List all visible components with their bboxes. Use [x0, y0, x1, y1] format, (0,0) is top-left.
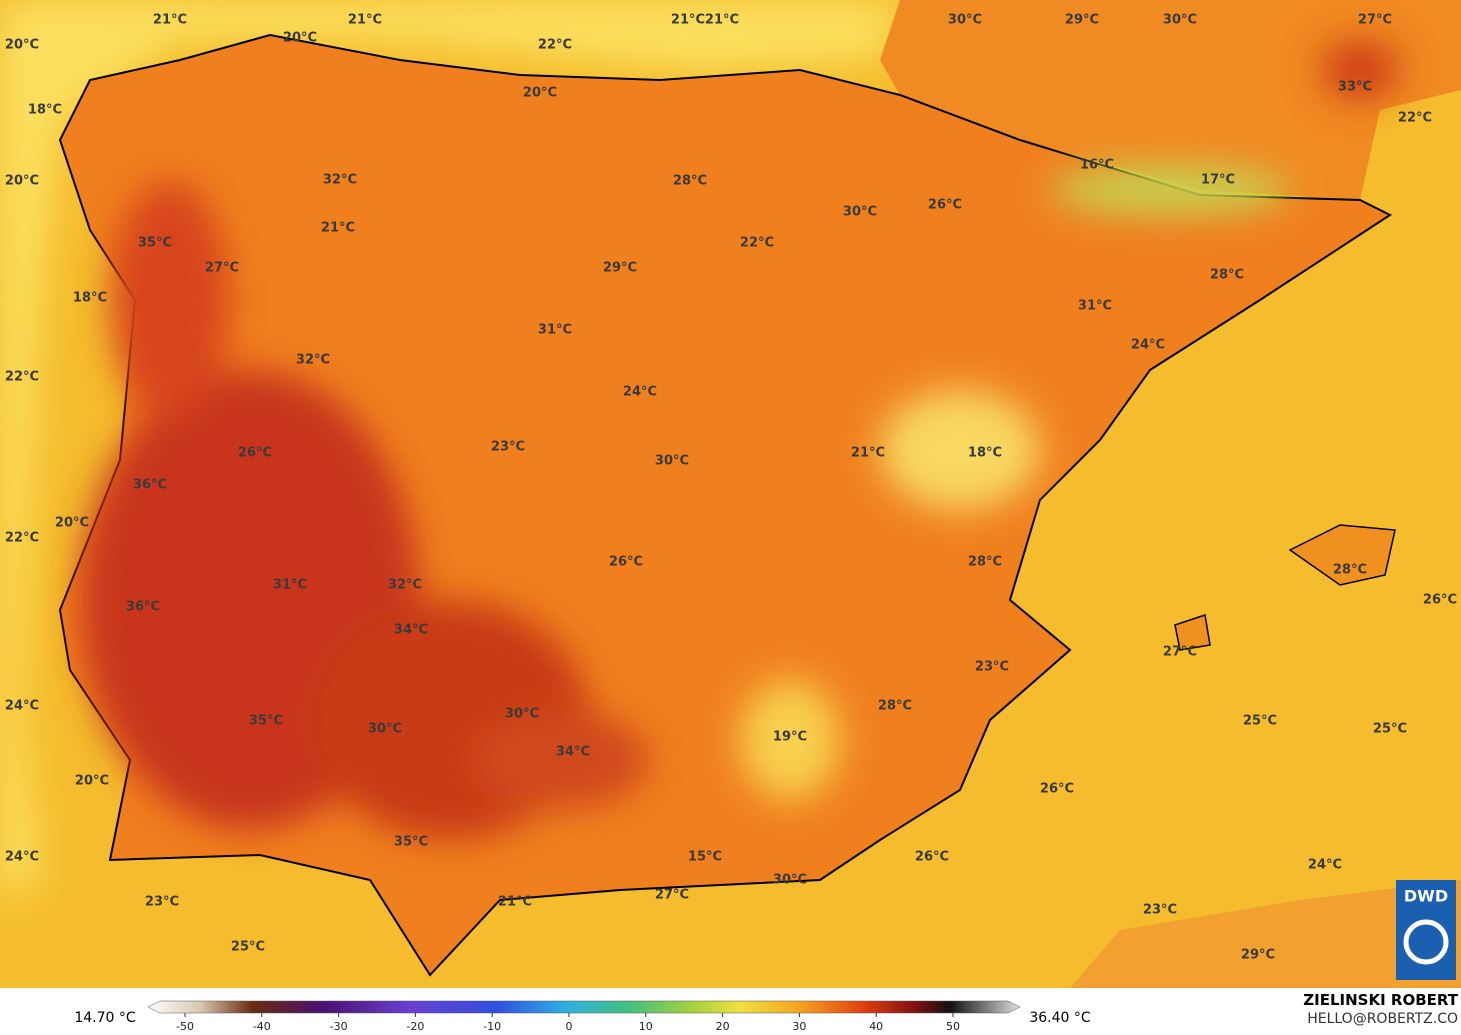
- temperature-label: 15°C: [688, 850, 722, 865]
- temperature-label: 23°C: [145, 895, 179, 910]
- temperature-label: 18°C: [968, 446, 1002, 461]
- temperature-label: 22°C: [5, 370, 39, 385]
- temperature-label: 22°C: [740, 236, 774, 251]
- temperature-label: 30°C: [505, 707, 539, 722]
- temperature-label: 24°C: [5, 699, 39, 714]
- colorbar-tick-label: 20: [716, 1020, 730, 1033]
- temperature-label: 22°C: [1398, 111, 1432, 126]
- temperature-label: 26°C: [609, 555, 643, 570]
- temperature-label: 20°C: [283, 31, 317, 46]
- temperature-label: 26°C: [238, 446, 272, 461]
- temperature-label: 30°C: [948, 13, 982, 28]
- temperature-label: 25°C: [1243, 714, 1277, 729]
- temperature-label: 24°C: [623, 385, 657, 400]
- temperature-label: 35°C: [249, 714, 283, 729]
- temperature-label: 21°C: [851, 446, 885, 461]
- temperature-label: 26°C: [915, 850, 949, 865]
- temperature-label: 19°C: [773, 730, 807, 745]
- balearic-islands: [1174, 524, 1396, 651]
- temperature-label: 27°C: [1163, 645, 1197, 660]
- temperature-label: 18°C: [28, 103, 62, 118]
- colorbar-tick-label: 40: [869, 1020, 883, 1033]
- temperature-label: 32°C: [296, 353, 330, 368]
- temperature-label: 30°C: [843, 205, 877, 220]
- temperature-label: 36°C: [126, 600, 160, 615]
- colorbar-min: 14.70 °C: [74, 1010, 136, 1026]
- temperature-label: 26°C: [1423, 593, 1457, 608]
- temperature-label: 28°C: [878, 699, 912, 714]
- africa-land: [1070, 880, 1461, 988]
- temperature-label: 30°C: [773, 873, 807, 888]
- colorbar-tick-label: -10: [483, 1020, 501, 1033]
- temperature-label: 30°C: [368, 722, 402, 737]
- temperature-label: 29°C: [603, 261, 637, 276]
- heat-areas: [80, 40, 1400, 840]
- temperature-label: 20°C: [5, 174, 39, 189]
- temperature-label: 21°C: [348, 13, 382, 28]
- temperature-label: 28°C: [1210, 268, 1244, 283]
- temperature-label: 32°C: [388, 578, 422, 593]
- france-land: [880, 0, 1461, 200]
- temperature-label: 21°C: [153, 13, 187, 28]
- temperature-label: 27°C: [1358, 13, 1392, 28]
- temperature-label: 24°C: [5, 850, 39, 865]
- temperature-label: 33°C: [1338, 80, 1372, 95]
- temperature-label: 30°C: [655, 454, 689, 469]
- temperature-label: 34°C: [556, 745, 590, 760]
- temperature-label: 20°C: [55, 516, 89, 531]
- temperature-label: 31°C: [538, 323, 572, 338]
- temperature-label: 27°C: [205, 261, 239, 276]
- temperature-label: 21°C: [671, 13, 705, 28]
- temperature-label: 17°C: [1201, 173, 1235, 188]
- colorbar-tick-label: 30: [792, 1020, 806, 1033]
- temperature-label: 35°C: [394, 835, 428, 850]
- temperature-label: 21°C: [705, 13, 739, 28]
- colorbar: [147, 1000, 1021, 1014]
- colorbar-max: 36.40 °C: [1029, 1010, 1091, 1026]
- colorbar-tick-label: 10: [639, 1020, 653, 1033]
- colorbar-tick-label: -50: [176, 1020, 194, 1033]
- credit-author: ZIELINSKI ROBERT: [1303, 991, 1458, 1009]
- temperature-label: 32°C: [323, 173, 357, 188]
- temperature-label: 24°C: [1308, 858, 1342, 873]
- temperature-label: 28°C: [968, 555, 1002, 570]
- dwd-logo-swirl: [1403, 919, 1449, 965]
- colorbar-tick-label: -20: [406, 1020, 424, 1033]
- temperature-label: 28°C: [1333, 563, 1367, 578]
- temperature-label: 18°C: [73, 291, 107, 306]
- temperature-label: 23°C: [491, 440, 525, 455]
- temperature-label: 20°C: [523, 86, 557, 101]
- temperature-label: 27°C: [655, 888, 689, 903]
- temperature-label: 29°C: [1065, 13, 1099, 28]
- temperature-label: 22°C: [5, 531, 39, 546]
- temperature-label: 26°C: [928, 198, 962, 213]
- colorbar-tick-label: -40: [253, 1020, 271, 1033]
- temperature-label: 30°C: [1163, 13, 1197, 28]
- temperature-label: 23°C: [1143, 903, 1177, 918]
- temperature-label: 25°C: [1373, 722, 1407, 737]
- temperature-label: 23°C: [975, 660, 1009, 675]
- colorbar-tick-label: 50: [946, 1020, 960, 1033]
- temperature-label: 20°C: [75, 774, 109, 789]
- temperature-label: 35°C: [138, 236, 172, 251]
- temperature-label: 20°C: [5, 38, 39, 53]
- temperature-label: 31°C: [1078, 299, 1112, 314]
- temperature-label: 16°C: [1080, 158, 1114, 173]
- temperature-label: 34°C: [394, 623, 428, 638]
- temperature-label: 31°C: [273, 578, 307, 593]
- temperature-label: 25°C: [231, 940, 265, 955]
- temperature-label: 22°C: [538, 38, 572, 53]
- colorbar-tick-label: -30: [330, 1020, 348, 1033]
- temperature-label: 28°C: [673, 174, 707, 189]
- temperature-label: 36°C: [133, 478, 167, 493]
- temperature-label: 21°C: [321, 221, 355, 236]
- dwd-logo-text: DWD: [1404, 887, 1448, 906]
- temperature-label: 29°C: [1241, 948, 1275, 963]
- temperature-label: 24°C: [1131, 338, 1165, 353]
- temperature-label: 21°C: [498, 895, 532, 910]
- credit-contact: HELLO@ROBERTZ.CO: [1307, 1011, 1458, 1027]
- colorbar-tick-label: 0: [566, 1020, 573, 1033]
- temperature-label: 26°C: [1040, 782, 1074, 797]
